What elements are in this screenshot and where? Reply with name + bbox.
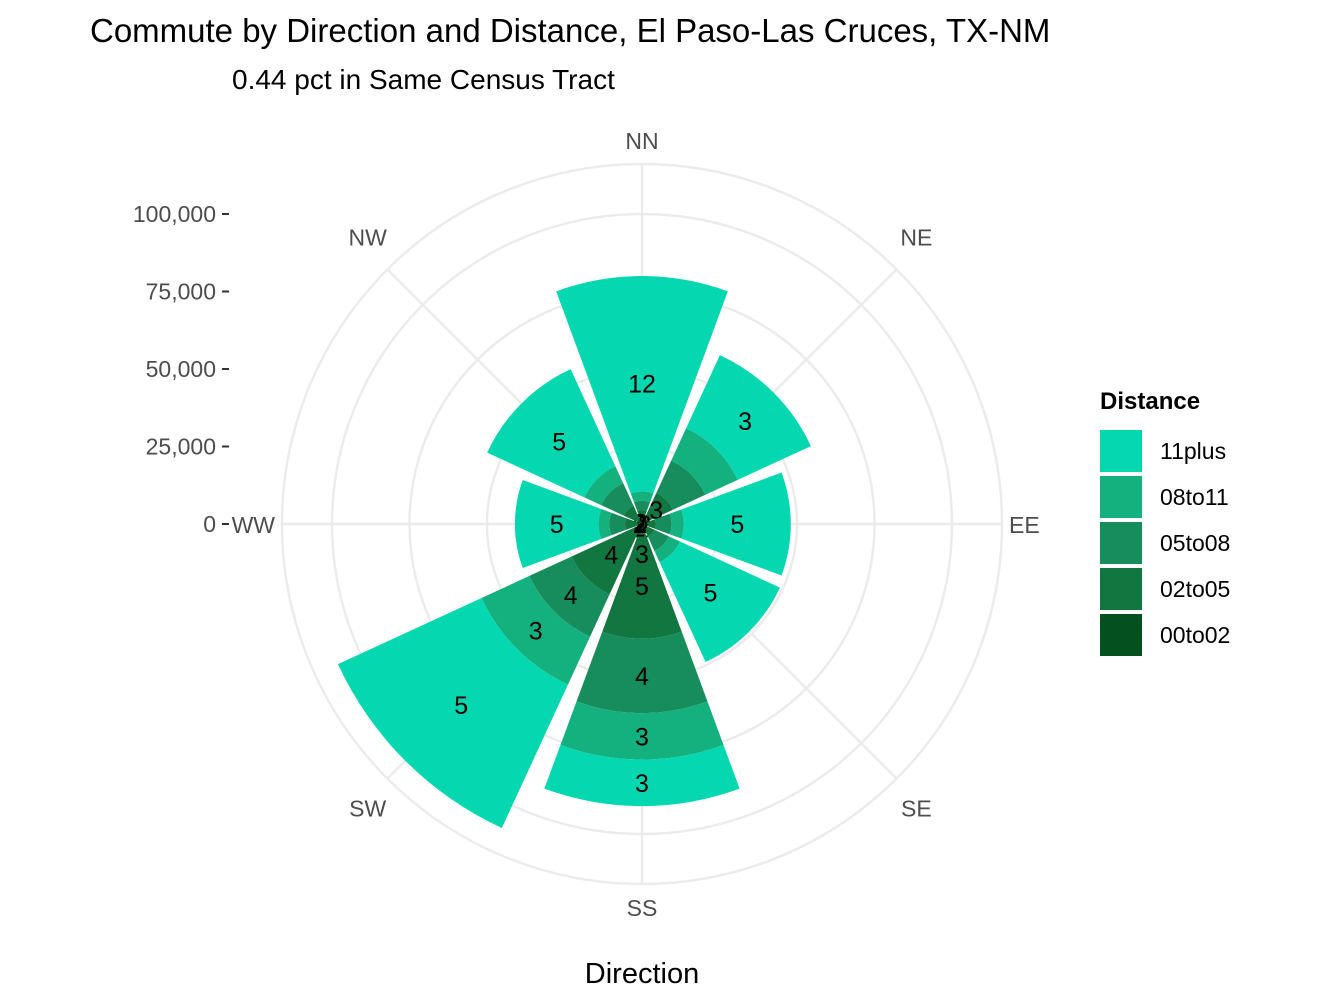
bar-nn-02to05 [637,510,647,520]
legend: Distance 11plus 08to11 05to08 02to05 00to02 [1100,388,1230,658]
legend-item-11plus: 11plus [1100,428,1230,474]
bar-ww-11plus [514,480,602,568]
y-tick-label: 75,000 [146,279,216,305]
bar-ne-00to02 [642,518,648,524]
legend-label: 02to05 [1160,575,1231,602]
direction-label-nw: NW [348,225,387,251]
legend-label: 05to08 [1160,529,1231,556]
bar-se-08to11 [654,536,681,563]
bar-ee-11plus [681,472,791,576]
bar-ee-08to11 [669,509,684,539]
bar-se-02to05 [643,525,655,537]
direction-label-se: SE [901,795,932,821]
bar-sw-02to05 [571,527,639,595]
data-label: 5 [552,428,566,456]
bar-ne-05to08 [656,460,706,510]
legend-item-00to02: 00to02 [1100,612,1230,658]
y-tick-label: 100,000 [133,201,216,227]
bar-sw-08to11 [481,575,591,685]
data-label: 3 [738,408,752,436]
data-label-center: 3 [635,541,649,569]
bar-ww-08to11 [598,508,612,540]
legend-title: Distance [1100,388,1201,415]
bar-sw-11plus [337,597,569,829]
legend-swatch [1100,568,1142,610]
bar-ww-02to05 [624,518,638,530]
legend-item-02to05: 02to05 [1100,566,1230,612]
data-label: 4 [604,542,618,570]
bar-ee-00to02 [642,522,647,526]
bar-nn-05to08 [633,500,651,511]
legend-items: 11plus 08to11 05to08 02to05 00to02 [1100,428,1230,658]
data-label: 5 [550,511,564,539]
bar-se-05to08 [647,529,669,551]
bar-nn-11plus [556,275,728,494]
data-label: 3 [635,723,649,751]
bar-ne-11plus [686,355,811,480]
legend-swatch [1100,522,1142,564]
bar-ss-11plus [544,745,740,807]
bar-nn-00to02 [640,519,644,524]
data-label: 5 [635,573,649,601]
data-label: 4 [564,582,578,610]
legend-swatch [1100,476,1142,518]
bar-se-00to02 [642,524,647,529]
bar-ss-00to02 [638,524,646,534]
direction-label-ee: EE [1009,512,1040,538]
direction-label-sw: SW [349,795,386,821]
bar-ww-00to02 [637,522,642,526]
y-tick-label: 50,000 [146,356,216,382]
bar-ss-08to11 [560,701,724,760]
chart-subtitle: 0.44 pct in Same Census Tract [232,64,615,95]
data-label: 5 [704,580,718,608]
bar-nw-11plus [487,369,616,498]
y-tick-label: 0 [203,511,216,537]
data-label: 5 [454,692,468,720]
bar-ne-02to05 [644,493,673,522]
data-label: 12 [628,371,656,399]
legend-item-05to08: 05to08 [1100,520,1230,566]
bar-ne-08to11 [671,428,738,495]
direction-label-ne: NE [900,225,932,251]
bar-nw-08to11 [584,466,624,506]
legend-swatch [1100,614,1142,656]
direction-label-ww: WW [232,512,276,538]
y-tick-label: 25,000 [146,434,216,460]
bar-nw-05to08 [601,483,634,516]
data-label: 3 [529,617,543,645]
data-label: 5 [730,511,744,539]
bar-sw-00to02 [633,524,642,533]
bar-nw-00to02 [637,519,642,524]
bar-nn-08to11 [630,491,654,503]
bar-sw-05to08 [529,556,610,637]
data-label: 4 [635,663,649,691]
data-label: 3 [635,770,649,798]
chart-title: Commute by Direction and Distance, El Pa… [90,12,1051,49]
bar-ee-05to08 [655,513,672,535]
bar-ss-05to08 [576,631,708,714]
bar-se-11plus [659,541,780,662]
direction-label-nn: NN [625,128,658,154]
direction-label-ss: SS [627,895,658,921]
legend-item-08to11: 08to11 [1100,474,1230,520]
bar-nw-02to05 [623,505,641,523]
legend-label: 00to02 [1160,621,1231,648]
legend-label: 11plus [1160,437,1227,464]
bar-ss-02to05 [602,532,682,639]
legend-label: 08to11 [1160,483,1229,510]
legend-swatch [1100,430,1142,472]
bar-ww-05to08 [609,512,627,536]
bar-ee-02to05 [646,519,656,529]
x-axis-label: Direction [584,958,700,990]
